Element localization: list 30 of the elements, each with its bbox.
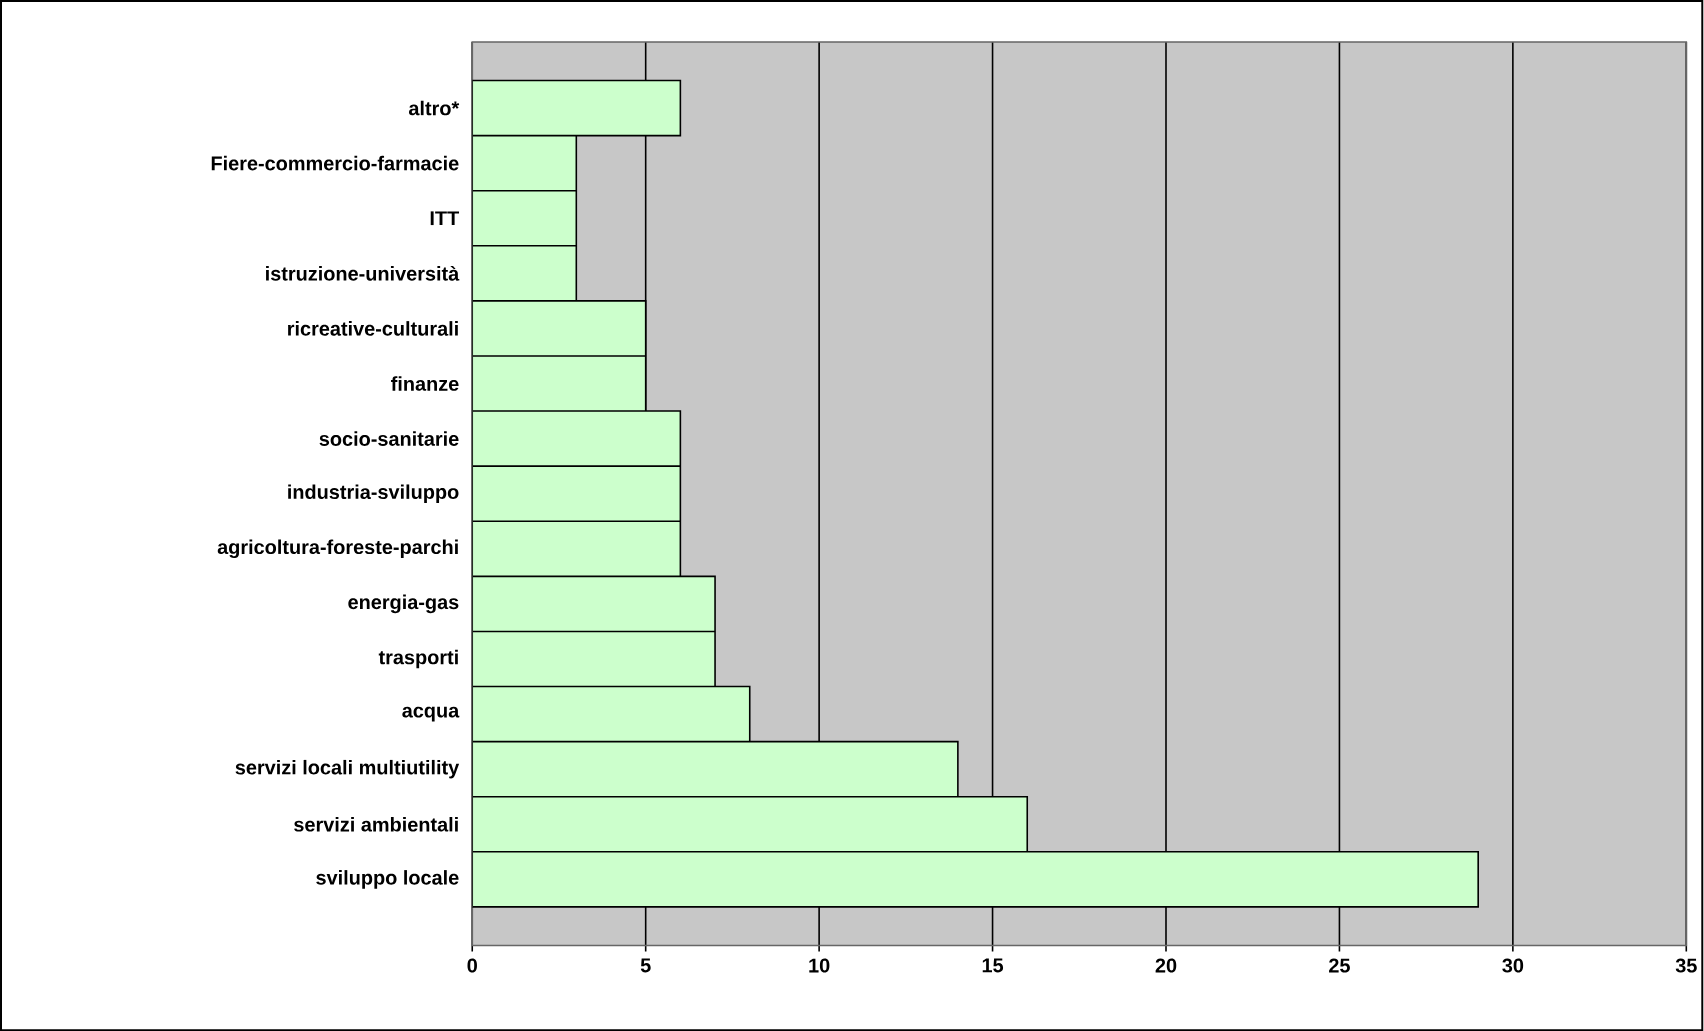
bar [472, 410, 682, 467]
y-tick-label: ITT [430, 211, 460, 225]
y-tick-label: Fiere-commercio-farmacie [211, 155, 459, 171]
x-tick-label: 0 [467, 958, 477, 973]
y-tick-label: acqua [402, 706, 460, 722]
y-tick-label: istruzione-università [266, 265, 460, 281]
x-tick-label: 30 [1502, 958, 1524, 973]
y-tick-label: sviluppo locale [316, 869, 459, 889]
x-tick-label: 20 [1155, 958, 1177, 973]
y-tick-label: socio-sanitarie [319, 431, 459, 446]
y-tick-label: industria-sviluppo [288, 484, 459, 503]
y-tick-label: trasporti [378, 649, 458, 669]
y-tick-label: agricoltura-foreste-parchi [217, 539, 458, 558]
x-tick-label: 15 [982, 958, 1004, 973]
bar [472, 299, 647, 357]
bar [472, 355, 647, 412]
bar [472, 465, 682, 522]
bar [472, 795, 1029, 853]
bar [472, 244, 578, 302]
y-tick-label: finanze [391, 376, 459, 391]
y-tick-label: ricreative-culturali [288, 320, 458, 336]
y-tick-label: servizi ambientali [294, 816, 458, 832]
x-tick-label: 5 [640, 958, 651, 973]
x-tick-label: 10 [809, 958, 830, 973]
y-tick-label: energia-gas [348, 594, 459, 614]
y-tick-label: altro* [408, 100, 460, 116]
y-tick-label: servizi locali multiutility [235, 759, 460, 779]
x-tick-label: 35 [1675, 958, 1697, 973]
bar [472, 850, 1479, 908]
x-tick-label: 25 [1329, 958, 1350, 973]
